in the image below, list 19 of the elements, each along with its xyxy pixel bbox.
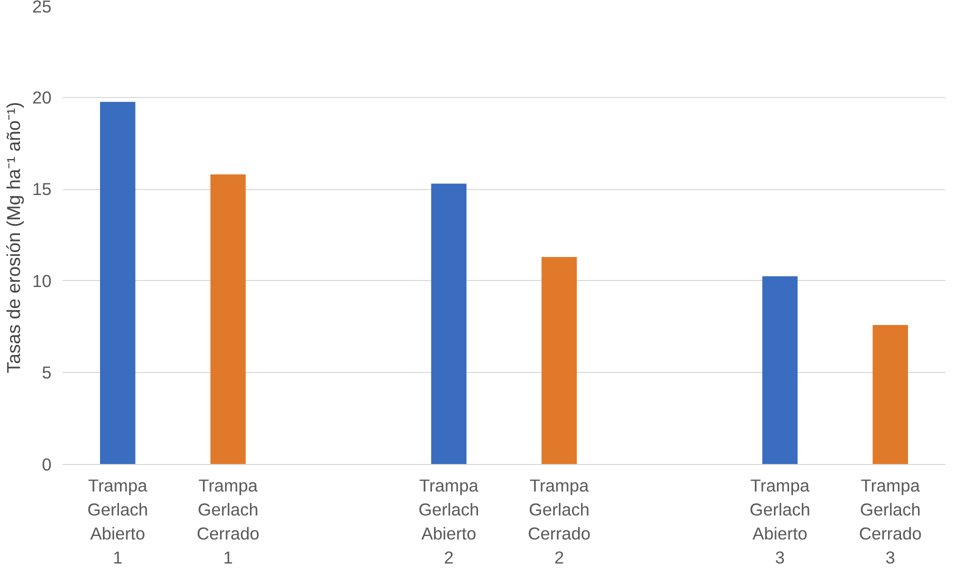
x-tick-label: Trampa Gerlach Abierto 3 bbox=[750, 476, 810, 568]
y-tick-label: 0 bbox=[42, 454, 52, 474]
y-tick-label: 5 bbox=[42, 362, 52, 383]
x-tick-label: Trampa Gerlach Cerrado 2 bbox=[528, 476, 590, 568]
x-tick-label: Trampa Gerlach Abierto 2 bbox=[418, 476, 480, 568]
x-tick-label: Trampa Gerlach Cerrado 1 bbox=[196, 476, 260, 568]
y-tick-label: 25 bbox=[32, 0, 52, 16]
bar bbox=[542, 257, 577, 464]
x-tick-label: Trampa Gerlach Cerrado 3 bbox=[859, 476, 922, 568]
y-tick-label: 20 bbox=[32, 87, 52, 108]
x-tick-label: Trampa Gerlach Abierto 1 bbox=[87, 476, 148, 568]
bar bbox=[210, 174, 246, 464]
bar bbox=[431, 184, 466, 464]
y-axis-title: Tasas de erosión (Mg ha⁻¹ año⁻¹) bbox=[3, 102, 24, 374]
y-tick-label: 10 bbox=[32, 270, 52, 291]
y-tick-label: 15 bbox=[32, 179, 52, 200]
bar bbox=[100, 102, 136, 464]
bar bbox=[872, 324, 908, 464]
bar bbox=[762, 276, 798, 464]
